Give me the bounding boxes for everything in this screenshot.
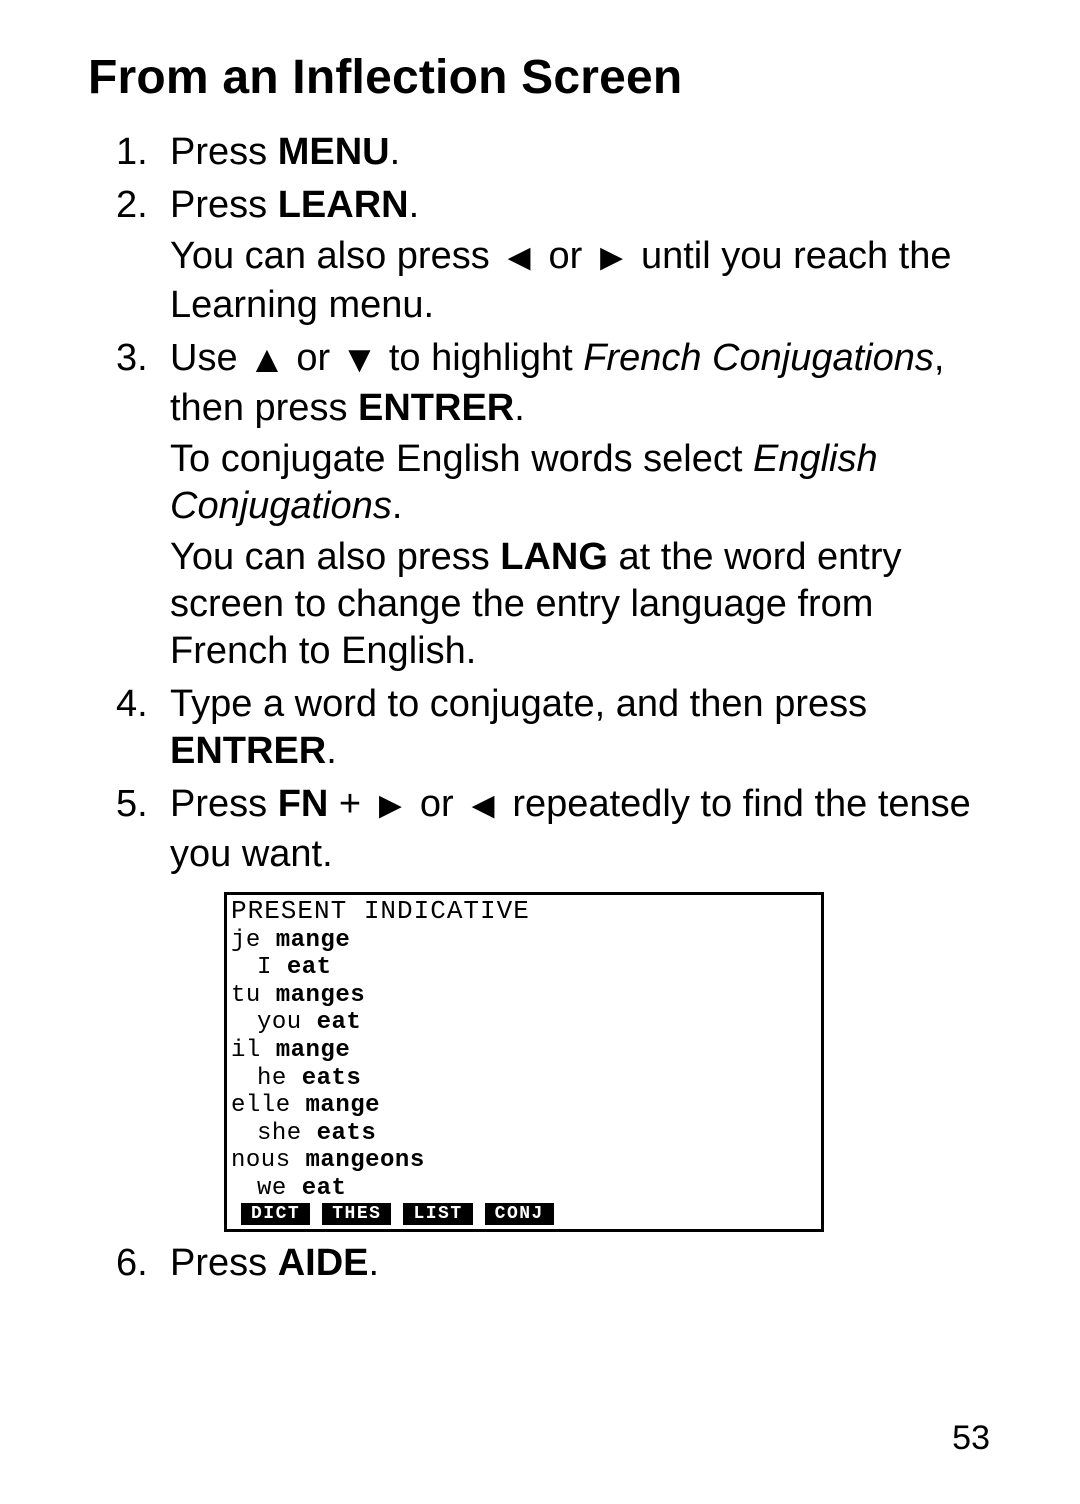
down-icon: ▼ — [341, 337, 379, 384]
step-number: 3. — [116, 335, 148, 382]
left-icon: ◄ — [500, 235, 538, 282]
step-2: 2. Press LEARN. You can also press ◄ or … — [116, 182, 1002, 329]
step-3: 3. Use ▲ or ▼ to highlight French Conjug… — [116, 335, 1002, 675]
step-1: 1. Press MENU. — [116, 129, 1002, 176]
step-number: 2. — [116, 182, 148, 229]
step-number: 4. — [116, 681, 148, 728]
lcd-row-en: you eat — [231, 1009, 817, 1037]
step-number: 5. — [116, 781, 148, 828]
step-3-line1: Use ▲ or ▼ to highlight French Conjugati… — [170, 335, 1002, 431]
lcd-row-en: he eats — [231, 1065, 817, 1093]
step-4: 4. Type a word to conjugate, and then pr… — [116, 681, 1002, 775]
page-title: From an Inflection Screen — [88, 50, 1002, 105]
key-learn: LEARN — [278, 184, 409, 226]
lcd-tabs: DICT THES LIST CONJ — [227, 1203, 821, 1229]
step-3-line2: To conjugate English words select Englis… — [170, 436, 1002, 530]
key-fn: FN — [278, 783, 329, 825]
lcd-header: PRESENT INDICATIVE — [231, 897, 817, 927]
step-5: 5. Press FN + ► or ◄ repeatedly to find … — [116, 781, 1002, 1232]
steps-list: 1. Press MENU. 2. Press LEARN. You can a… — [116, 129, 1002, 1288]
lcd-row-en: she eats — [231, 1120, 817, 1148]
step-6: 6. Press AIDE. — [116, 1240, 1002, 1287]
lcd-row-en: I eat — [231, 954, 817, 982]
step-5-text: Press FN + ► or ◄ repeatedly to find the… — [170, 781, 1002, 877]
up-icon: ▲ — [248, 337, 286, 384]
key-menu: MENU — [278, 131, 390, 173]
step-2-line2: You can also press ◄ or ► until you reac… — [170, 233, 1002, 329]
lcd-tab-conj: CONJ — [485, 1203, 554, 1225]
menu-item-french-conjugations: French Conjugations — [583, 337, 934, 379]
right-icon: ► — [593, 235, 631, 282]
lcd-row-fr: nous mangeons — [231, 1147, 817, 1175]
lcd-screenshot: PRESENT INDICATIVE je mange I eat tu man… — [224, 892, 1002, 1233]
lcd-row-en: we eat — [231, 1175, 817, 1203]
lcd-tab-thes: THES — [322, 1203, 391, 1225]
key-aide: AIDE — [278, 1242, 369, 1284]
key-entrer: ENTRER — [358, 387, 514, 429]
manual-page: From an Inflection Screen 1. Press MENU.… — [0, 0, 1080, 1504]
step-2-line1: Press LEARN. — [170, 182, 1002, 229]
step-6-text: Press AIDE. — [170, 1240, 1002, 1287]
lcd-row-fr: je mange — [231, 927, 817, 955]
page-number: 53 — [952, 1419, 990, 1458]
key-lang: LANG — [500, 536, 608, 578]
lcd-row-fr: tu manges — [231, 982, 817, 1010]
step-number: 6. — [116, 1240, 148, 1287]
step-4-text: Type a word to conjugate, and then press… — [170, 681, 1002, 775]
step-1-text: Press MENU. — [170, 129, 1002, 176]
lcd-body: PRESENT INDICATIVE je mange I eat tu man… — [227, 895, 821, 1204]
lcd-tab-list: LIST — [403, 1203, 472, 1225]
lcd-screen: PRESENT INDICATIVE je mange I eat tu man… — [224, 892, 824, 1233]
step-number: 1. — [116, 129, 148, 176]
left-icon: ◄ — [464, 783, 502, 830]
lcd-tab-dict: DICT — [241, 1203, 310, 1225]
key-entrer: ENTRER — [170, 730, 326, 772]
right-icon: ► — [372, 783, 410, 830]
lcd-row-fr: elle mange — [231, 1092, 817, 1120]
step-3-line3: You can also press LANG at the word entr… — [170, 534, 1002, 675]
lcd-row-fr: il mange — [231, 1037, 817, 1065]
